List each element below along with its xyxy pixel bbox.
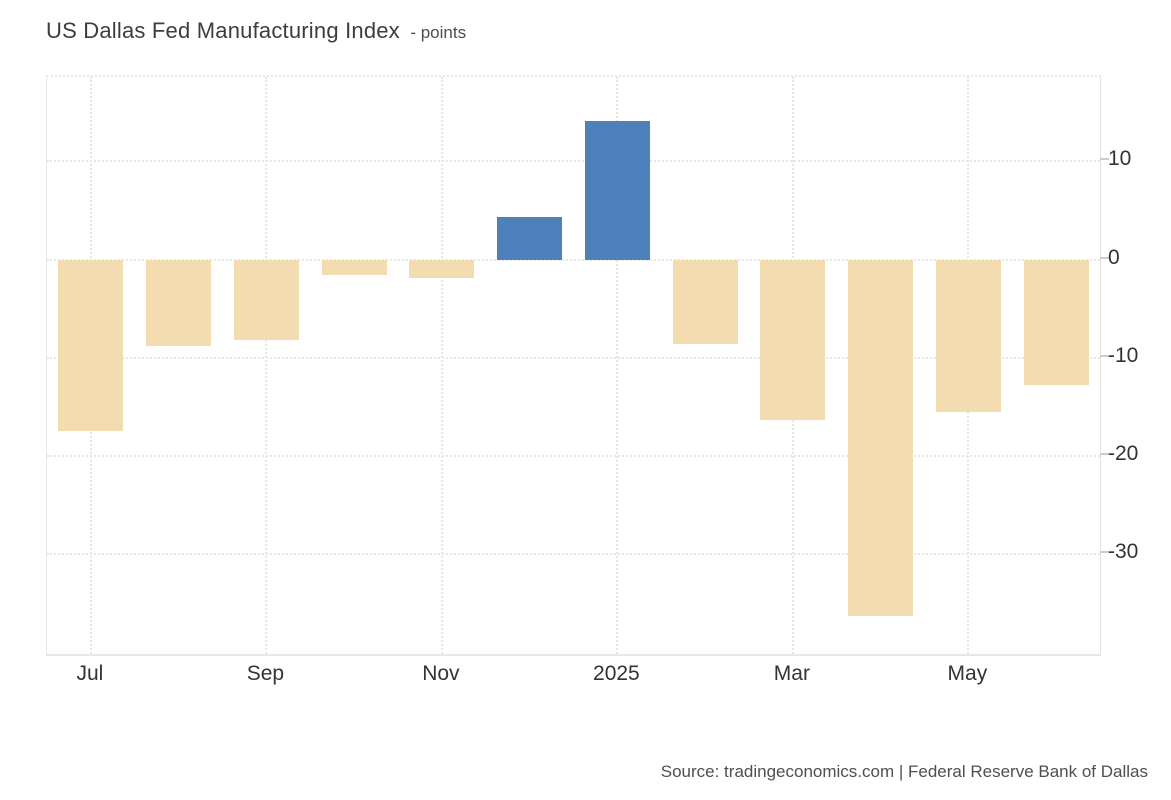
- x-tick-label-2025: 2025: [593, 662, 640, 685]
- bar-sep-2024[interactable]: [233, 259, 299, 340]
- bar-may-2025[interactable]: [935, 259, 1001, 412]
- bar-dec-2024[interactable]: [497, 217, 563, 260]
- plot-area: [46, 75, 1101, 656]
- gridline-h-0: [47, 258, 1100, 261]
- bar-oct-2024[interactable]: [321, 259, 387, 276]
- x-tick-label-nov: Nov: [422, 662, 460, 685]
- bar-aug-2024[interactable]: [146, 259, 212, 346]
- y-tick-mark-0: [1100, 256, 1109, 259]
- x-tick-label-sep: Sep: [246, 662, 285, 685]
- gridline-h--30: [47, 552, 1100, 555]
- chart-area: 10 0 -10 -20 -30 Jul Sep Nov 2025 Mar May: [46, 75, 1138, 685]
- x-tick-label-mar: Mar: [773, 662, 810, 685]
- chart-title: US Dallas Fed Manufacturing Index: [46, 18, 400, 43]
- y-tick-label--30: -30: [1108, 539, 1139, 563]
- bar-jun-2025[interactable]: [1023, 259, 1089, 386]
- y-tick-mark--20: [1100, 452, 1109, 455]
- y-tick-label--20: -20: [1108, 441, 1139, 465]
- gridline-h-10: [47, 160, 1100, 163]
- gridline-v-2025: [616, 77, 619, 654]
- gridline-h--20: [47, 454, 1100, 457]
- y-tick-mark--30: [1100, 550, 1109, 553]
- bar-nov-2024[interactable]: [409, 259, 475, 279]
- x-tick-label-may: May: [947, 662, 988, 685]
- y-tick-mark--10: [1100, 354, 1109, 357]
- chart-unit-label: - points: [410, 23, 467, 42]
- source-attribution: Source: tradingeconomics.com | Federal R…: [660, 762, 1148, 781]
- gridline-h--10: [47, 356, 1100, 359]
- bar-mar-2025[interactable]: [760, 259, 826, 421]
- bar-jul-2024[interactable]: [58, 259, 124, 432]
- bar-feb-2025[interactable]: [672, 259, 738, 344]
- y-tick-label--10: -10: [1108, 343, 1139, 367]
- bar-apr-2025[interactable]: [848, 259, 914, 616]
- gridline-v-nov: [440, 77, 443, 654]
- chart-header: US Dallas Fed Manufacturing Index - poin…: [46, 18, 466, 44]
- y-tick-label-10: 10: [1108, 147, 1132, 171]
- y-tick-mark-10: [1100, 158, 1109, 161]
- x-tick-label-jul: Jul: [76, 662, 104, 685]
- y-tick-label-0: 0: [1108, 245, 1120, 269]
- bar-jan-2025[interactable]: [584, 121, 650, 260]
- gridline-v-sep: [265, 77, 268, 654]
